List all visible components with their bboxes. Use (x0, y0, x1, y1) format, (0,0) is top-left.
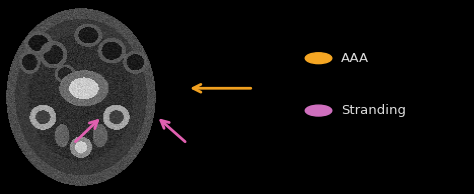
Text: AAA: AAA (341, 52, 369, 65)
Text: Stranding: Stranding (341, 104, 406, 117)
Circle shape (305, 105, 332, 116)
Circle shape (305, 53, 332, 64)
